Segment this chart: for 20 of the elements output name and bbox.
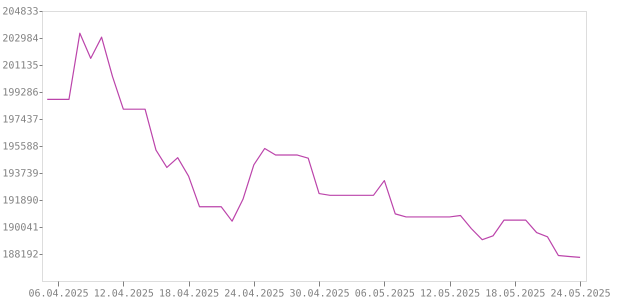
x-tick-label: 12.04.2025 [94,288,154,300]
y-tick-label: 190041 [2,222,38,234]
y-tick-label: 204833 [2,6,38,18]
x-tick-label: 18.04.2025 [158,288,220,300]
y-tick-label: 197437 [2,114,38,126]
y-tick-label: 193739 [2,168,38,180]
x-tick-label: 18.05.2025 [485,288,546,300]
line-series [46,32,581,258]
x-tick-label: 24.05.2025 [550,288,611,300]
y-tick-label: 195588 [2,142,38,152]
y-tick-label: 191890 [2,196,38,206]
y-tick-label: 199286 [2,88,38,98]
y-tick-label: 201135 [2,60,38,72]
x-tick-label: 24.04.2025 [224,288,284,300]
x-tick-label: 12.05.2025 [420,288,480,300]
x-tick-label: 30.04.2025 [289,288,350,300]
y-tick-label: 188192 [2,250,38,260]
x-tick-label: 06.04.2025 [28,288,89,300]
x-tick-label: 06.05.2025 [354,288,415,300]
y-tick-label: 202984 [2,34,38,44]
